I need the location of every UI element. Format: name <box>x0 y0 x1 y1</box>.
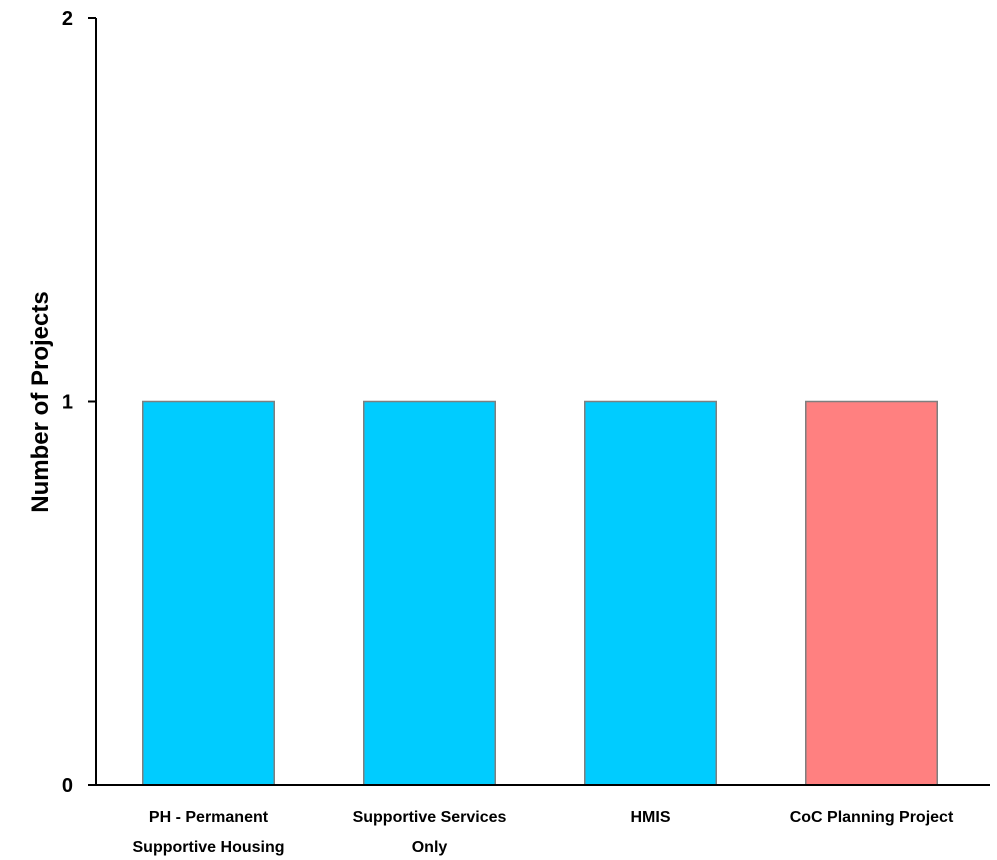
x-category-label: PH - Permanent Supportive Housing <box>133 809 285 856</box>
x-category-label: HMIS <box>631 809 671 826</box>
x-axis-labels: PH - Permanent Supportive Housing Supporti… <box>133 809 954 856</box>
y-axis-ticks: 0 1 2 <box>62 8 96 797</box>
bar <box>143 402 274 786</box>
bars <box>143 402 937 786</box>
x-category-label: Supportive Services Only <box>353 809 507 856</box>
x-category-label: CoC Planning Project <box>790 809 954 826</box>
y-tick-label: 1 <box>62 392 73 414</box>
y-tick-label: 2 <box>62 8 73 30</box>
y-tick-label: 0 <box>62 775 73 797</box>
bar <box>806 402 937 786</box>
bar <box>585 402 716 786</box>
y-axis-title: Number of Projects <box>27 291 54 512</box>
bar <box>364 402 495 786</box>
